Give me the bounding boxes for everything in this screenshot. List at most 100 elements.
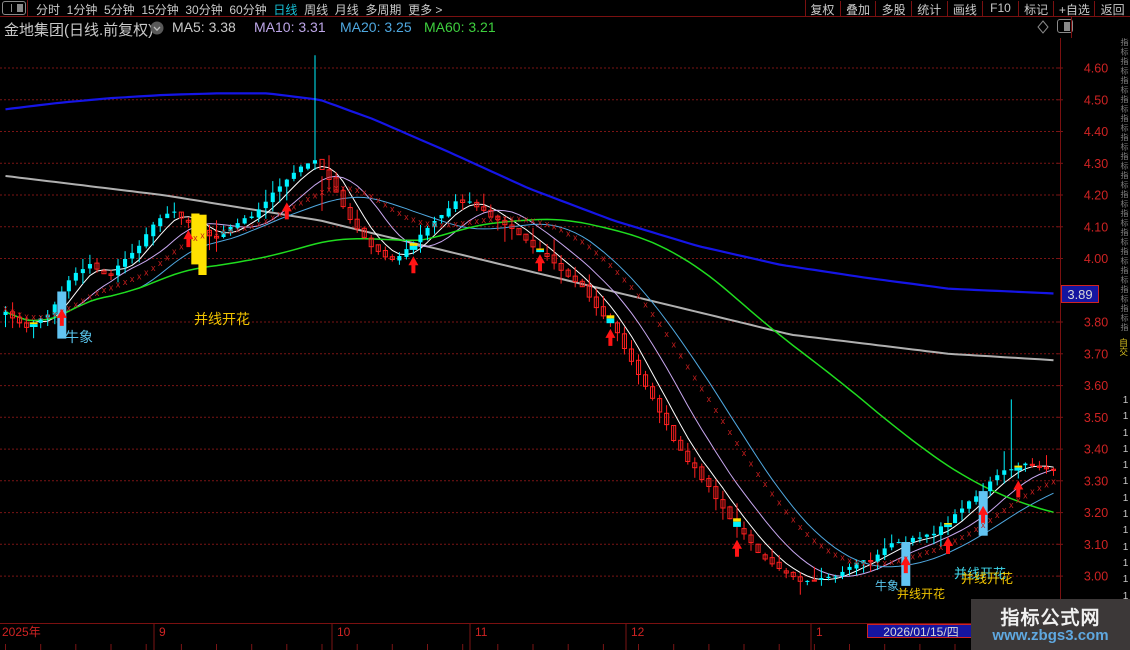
svg-text:x: x (721, 416, 726, 426)
svg-text:x: x (742, 448, 747, 458)
svg-text:x: x (460, 218, 465, 228)
svg-text:x: x (861, 558, 866, 568)
svg-text:x: x (130, 274, 135, 284)
svg-text:x: x (116, 280, 121, 290)
svg-text:x: x (496, 214, 501, 224)
svg-text:x: x (348, 184, 353, 194)
svg-text:x: x (475, 216, 480, 226)
svg-text:x: x (650, 309, 655, 319)
svg-text:x: x (840, 553, 845, 563)
svg-text:4.10: 4.10 (1084, 220, 1108, 234)
svg-text:x: x (341, 183, 346, 193)
svg-text:x: x (404, 212, 409, 222)
svg-text:并线开花: 并线开花 (961, 571, 1013, 586)
svg-text:x: x (728, 427, 733, 437)
svg-text:x: x (932, 545, 937, 555)
svg-text:x: x (566, 228, 571, 238)
svg-text:x: x (264, 216, 269, 226)
svg-text:x: x (777, 498, 782, 508)
svg-text:x: x (17, 309, 22, 319)
svg-text:x: x (10, 307, 15, 317)
svg-text:x: x (770, 488, 775, 498)
svg-text:x: x (228, 226, 233, 236)
svg-text:x: x (939, 542, 944, 552)
svg-text:x: x (988, 515, 993, 525)
svg-text:x: x (524, 215, 529, 225)
svg-text:x: x (24, 312, 29, 322)
svg-text:x: x (953, 536, 958, 546)
svg-text:x: x (707, 394, 712, 404)
svg-text:x: x (221, 227, 226, 237)
svg-text:x: x (242, 223, 247, 233)
svg-text:x: x (1037, 483, 1042, 493)
svg-text:x: x (552, 222, 557, 232)
svg-text:x: x (397, 208, 402, 218)
svg-text:x: x (200, 231, 205, 241)
svg-text:x: x (911, 552, 916, 562)
svg-text:4.60: 4.60 (1084, 62, 1108, 76)
svg-text:x: x (847, 555, 852, 565)
svg-text:并线开花: 并线开花 (897, 586, 945, 601)
svg-text:x: x (925, 547, 930, 557)
svg-text:x: x (1044, 480, 1049, 490)
svg-text:x: x (664, 329, 669, 339)
svg-text:x: x (580, 237, 585, 247)
svg-text:x: x (791, 514, 796, 524)
svg-text:x: x (657, 319, 662, 329)
svg-text:x: x (819, 541, 824, 551)
svg-text:x: x (686, 362, 691, 372)
svg-text:x: x (735, 438, 740, 448)
svg-text:x: x (67, 303, 72, 313)
svg-text:x: x (882, 558, 887, 568)
svg-text:x: x (207, 229, 212, 239)
svg-text:x: x (334, 183, 339, 193)
svg-text:牛象: 牛象 (875, 578, 899, 593)
svg-text:4.20: 4.20 (1084, 189, 1108, 203)
svg-text:x: x (313, 190, 318, 200)
svg-text:x: x (960, 532, 965, 542)
svg-text:x: x (369, 191, 374, 201)
svg-text:x: x (299, 198, 304, 208)
svg-text:4.00: 4.00 (1084, 252, 1108, 266)
svg-text:x: x (805, 529, 810, 539)
svg-text:并线开花: 并线开花 (194, 311, 250, 327)
svg-text:1: 1 (816, 625, 823, 639)
svg-text:x: x (784, 506, 789, 516)
svg-text:x: x (918, 550, 923, 560)
svg-text:x: x (700, 383, 705, 393)
svg-text:x: x (376, 195, 381, 205)
svg-text:x: x (995, 510, 1000, 520)
svg-text:x: x (693, 372, 698, 382)
svg-text:x: x (88, 291, 93, 301)
svg-text:牛象: 牛象 (65, 329, 93, 345)
svg-text:3.40: 3.40 (1084, 443, 1108, 457)
svg-text:x: x (432, 219, 437, 229)
svg-text:x: x (559, 225, 564, 235)
svg-text:x: x (756, 469, 761, 479)
svg-text:x: x (165, 252, 170, 262)
svg-text:x: x (418, 217, 423, 227)
svg-text:9: 9 (159, 625, 166, 639)
svg-text:x: x (482, 215, 487, 225)
svg-text:x: x (671, 340, 676, 350)
svg-text:x: x (643, 300, 648, 310)
svg-text:x: x (489, 214, 494, 224)
svg-text:12: 12 (631, 625, 645, 639)
svg-text:x: x (897, 555, 902, 565)
svg-text:x: x (446, 220, 451, 230)
svg-text:x: x (854, 557, 859, 567)
svg-text:x: x (622, 274, 627, 284)
svg-text:x: x (123, 277, 128, 287)
svg-text:x: x (1009, 500, 1014, 510)
svg-text:x: x (678, 350, 683, 360)
svg-text:x: x (538, 217, 543, 227)
svg-text:x: x (292, 202, 297, 212)
svg-text:x: x (453, 219, 458, 229)
svg-text:3.00: 3.00 (1084, 570, 1108, 584)
svg-text:x: x (214, 228, 219, 238)
svg-text:x: x (439, 220, 444, 230)
svg-text:x: x (151, 263, 156, 273)
svg-text:x: x (193, 233, 198, 243)
svg-text:x: x (531, 216, 536, 226)
svg-text:x: x (158, 258, 163, 268)
